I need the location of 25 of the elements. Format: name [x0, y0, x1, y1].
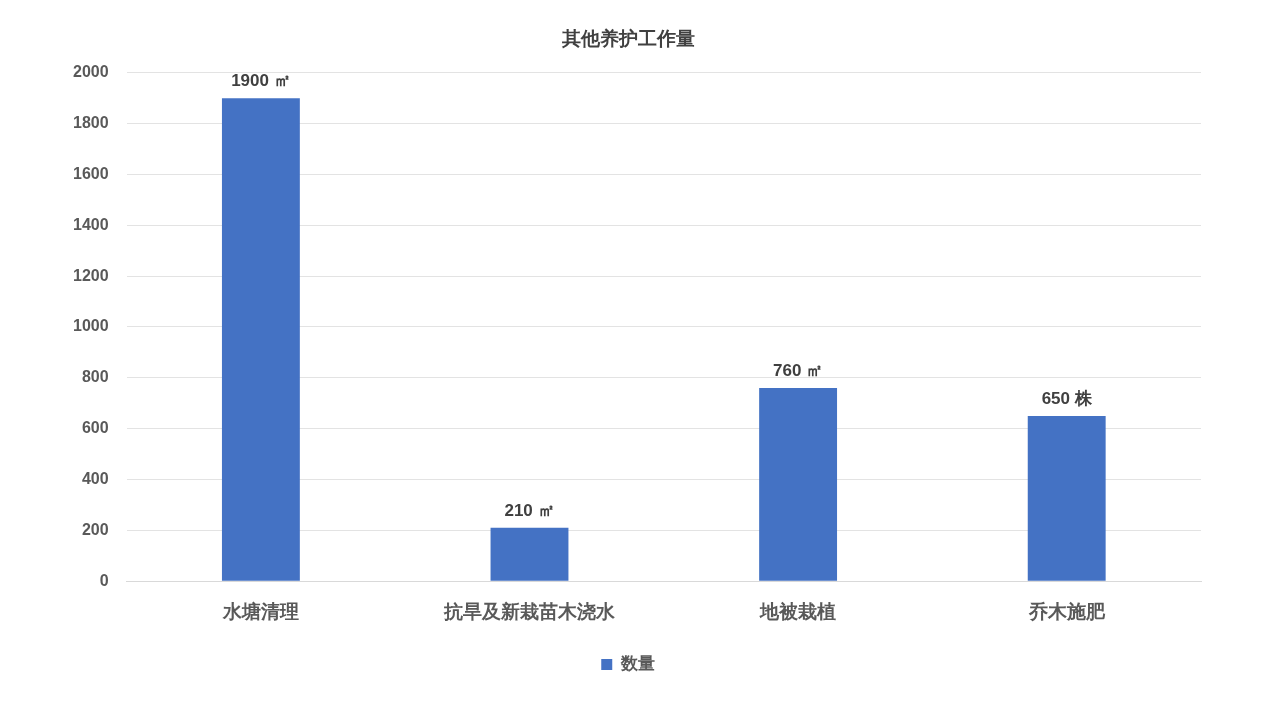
y-tick-label: 1000 — [73, 317, 109, 335]
bar — [1027, 415, 1106, 581]
bar — [759, 388, 838, 581]
x-tick-label: 乔木施肥 — [1027, 600, 1106, 622]
y-tick-label: 800 — [81, 368, 109, 386]
x-tick-label: 水塘清理 — [221, 600, 299, 622]
data-label: 650 株 — [1041, 389, 1093, 409]
bar — [221, 98, 300, 581]
x-tick-label: 抗旱及新栽苗木浇水 — [443, 600, 616, 622]
data-label: 760 ㎡ — [773, 361, 824, 381]
y-tick-label: 2000 — [73, 63, 109, 81]
y-tick-label: 1400 — [73, 215, 109, 233]
x-tick-label: 地被栽植 — [759, 600, 837, 622]
data-label: 1900 ㎡ — [231, 71, 291, 91]
chart-title: 其他养护工作量 — [560, 27, 695, 49]
y-tick-label: 1200 — [73, 266, 109, 284]
y-tick-label: 1600 — [73, 164, 109, 182]
y-tick-label: 200 — [81, 520, 109, 538]
y-tick-label: 1800 — [73, 114, 109, 132]
data-label: 210 ㎡ — [504, 501, 555, 521]
bar — [490, 527, 569, 581]
y-tick-label: 0 — [99, 571, 109, 589]
legend-label: 数量 — [619, 654, 655, 674]
y-tick-label: 400 — [81, 469, 109, 487]
y-tick-label: 600 — [81, 419, 109, 437]
